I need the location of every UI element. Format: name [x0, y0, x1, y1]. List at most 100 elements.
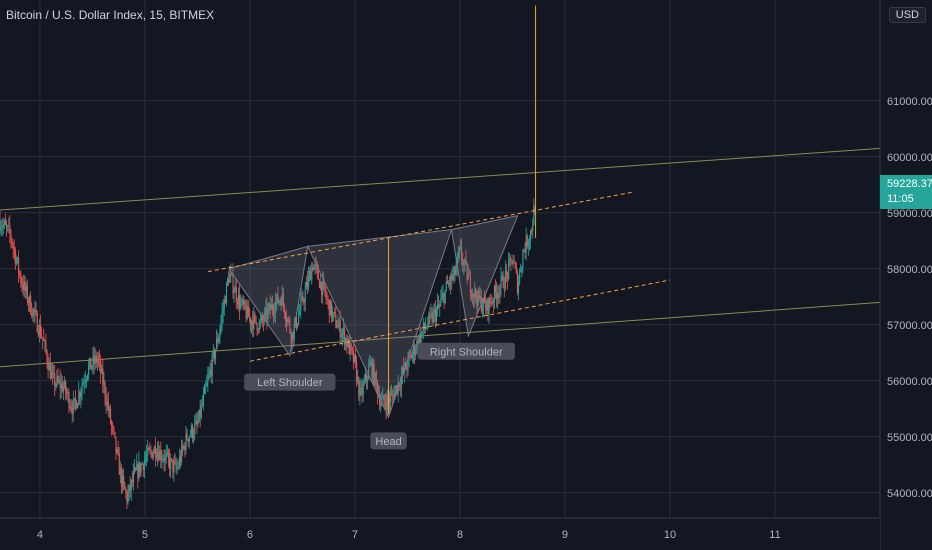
candle-body [317, 268, 319, 280]
candle-body [83, 382, 85, 384]
candle-body [478, 290, 480, 300]
candle-body [363, 380, 365, 385]
candle-body [301, 296, 303, 301]
candle-body [391, 394, 393, 395]
candle-body [148, 447, 150, 450]
y-tick-label: 61000.00 [887, 96, 932, 108]
candle-body [532, 225, 534, 232]
candle-body [498, 293, 500, 295]
candle-body [70, 406, 72, 409]
pattern-fill [228, 246, 308, 356]
candle-body [47, 362, 49, 371]
candle-body [182, 446, 184, 449]
candle-body [279, 300, 281, 302]
candle-body [211, 353, 213, 376]
candle-body [303, 302, 305, 304]
candle-body [287, 319, 289, 322]
candle-body [365, 374, 368, 380]
candle-body [280, 300, 282, 306]
head-and-shoulders-pattern[interactable]: Left Shoulder Head Right Shoulder [207, 5, 671, 450]
candle-body [174, 462, 176, 463]
candle-body [489, 297, 491, 303]
candle-body [437, 304, 439, 310]
candle-body [477, 290, 479, 307]
candle-body [107, 401, 109, 411]
candle-body [239, 294, 241, 309]
candle-body [426, 327, 428, 329]
candle-body [237, 294, 240, 305]
label-left-shoulder: Left Shoulder [257, 377, 323, 389]
candle-body [458, 247, 461, 254]
candle-body [370, 360, 372, 365]
candle-body [465, 259, 467, 264]
candle-body [9, 225, 11, 233]
candle-body [199, 409, 201, 418]
candle-body [320, 281, 322, 288]
candle-body [376, 382, 378, 396]
candle-body [142, 463, 144, 470]
candle-body [467, 274, 469, 280]
candle-body [446, 281, 448, 284]
candle-body [99, 359, 101, 361]
candle-body [341, 332, 343, 336]
candle-body [278, 301, 280, 304]
candle-body [115, 436, 117, 453]
candle-body [305, 281, 307, 290]
candle-body [361, 387, 363, 395]
candle-body [175, 462, 177, 469]
candle-body [430, 313, 432, 315]
candle-body [42, 337, 44, 339]
candle-body [53, 373, 55, 375]
candle-body [66, 392, 68, 394]
symbol-title: Bitcoin / U.S. Dollar Index, 15, BITMEX [6, 8, 215, 22]
candle-body [74, 398, 77, 402]
candle-body [205, 386, 207, 388]
candle-body [19, 272, 21, 275]
candle-body [435, 309, 438, 321]
candle-body [80, 392, 82, 398]
candle-body [2, 224, 4, 228]
candle-body [311, 267, 313, 281]
candle-body [248, 316, 251, 318]
candle-body [347, 338, 349, 347]
candle-body [400, 376, 403, 387]
candle-body [157, 451, 159, 458]
candle-body [461, 247, 463, 260]
candle-body [530, 230, 532, 240]
candle-body [394, 390, 396, 400]
candle-body [61, 383, 63, 392]
candle-body [116, 449, 118, 453]
candle-body [468, 274, 470, 276]
candle-body [154, 446, 156, 458]
candle-body [236, 300, 238, 305]
candle-body [31, 313, 33, 317]
candle-body [500, 276, 502, 288]
candle-body [41, 336, 43, 338]
candle-body [516, 272, 519, 293]
candle-body [390, 394, 392, 403]
candle-body [286, 320, 288, 322]
candle-body [54, 373, 56, 387]
candle-body [17, 257, 19, 261]
candle-body [428, 313, 430, 326]
candle-body [112, 425, 114, 428]
candle-body [359, 387, 361, 397]
candle-body [352, 350, 354, 363]
channel-line-bottom [0, 301, 881, 368]
candle-body [30, 295, 32, 314]
candle-body [373, 363, 375, 386]
candle-body [130, 480, 132, 491]
candle-body [162, 459, 164, 461]
candle-body [229, 274, 231, 283]
label-right-shoulder: Right Shoulder [430, 346, 503, 358]
candle-body [124, 482, 126, 490]
candle-body [515, 267, 517, 273]
candle-body [198, 409, 200, 422]
candle-body [96, 358, 98, 363]
candle-body [95, 355, 97, 363]
currency-button[interactable]: USD [888, 7, 926, 23]
candle-body [109, 408, 112, 423]
candle-body [350, 343, 352, 348]
candle-body [329, 301, 331, 316]
